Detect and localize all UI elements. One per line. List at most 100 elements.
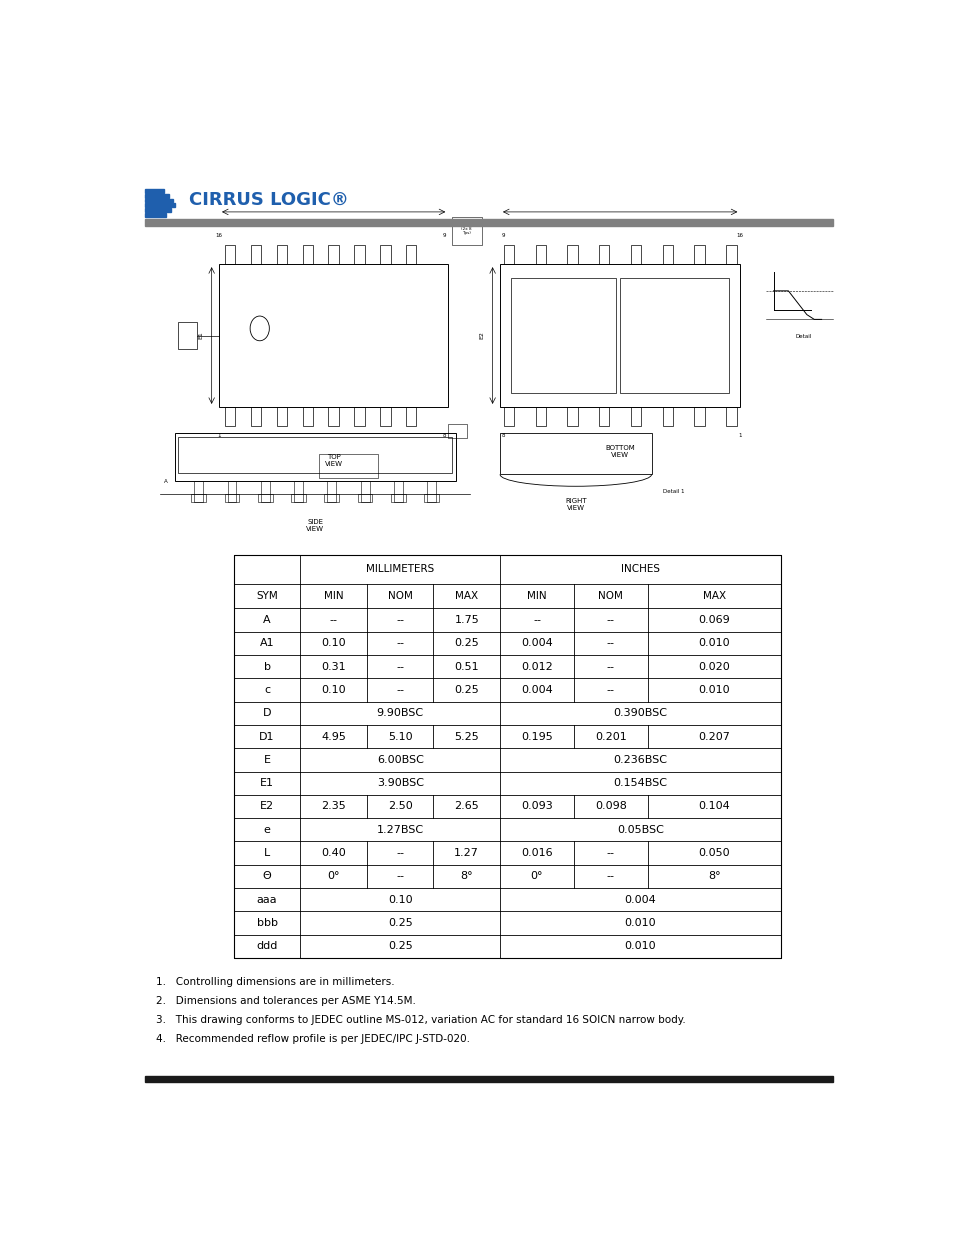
- Text: ddd: ddd: [256, 941, 277, 951]
- Text: MAX: MAX: [702, 592, 725, 601]
- Bar: [225, 406, 235, 426]
- Text: 0.050: 0.050: [698, 848, 729, 858]
- Text: 0.004: 0.004: [520, 638, 553, 648]
- Text: 0.098: 0.098: [595, 802, 626, 811]
- Text: 0.104: 0.104: [698, 802, 730, 811]
- Text: 0°: 0°: [327, 872, 339, 882]
- Bar: [503, 246, 514, 264]
- Text: 0.31: 0.31: [321, 662, 346, 672]
- Text: 9.90BSC: 9.90BSC: [376, 709, 423, 719]
- Text: 4.95: 4.95: [321, 731, 346, 741]
- Text: 9: 9: [501, 232, 505, 237]
- Text: E2: E2: [478, 332, 483, 340]
- Text: 0.51: 0.51: [454, 662, 478, 672]
- Text: (2x 8
Tps): (2x 8 Tps): [461, 227, 472, 235]
- Bar: [406, 406, 416, 426]
- Bar: [327, 482, 335, 501]
- Bar: [174, 433, 456, 482]
- Text: 2.65: 2.65: [454, 802, 478, 811]
- Bar: [257, 494, 273, 501]
- Text: 0.390BSC: 0.390BSC: [613, 709, 667, 719]
- Bar: [145, 204, 174, 207]
- Text: A: A: [263, 615, 271, 625]
- Bar: [598, 246, 609, 264]
- Bar: [145, 189, 163, 193]
- Text: 0.093: 0.093: [520, 802, 553, 811]
- Text: 0.004: 0.004: [520, 685, 553, 695]
- Text: 8°: 8°: [460, 872, 473, 882]
- Bar: [503, 406, 514, 426]
- Bar: [391, 494, 405, 501]
- Bar: [260, 482, 270, 501]
- Text: 1.   Controlling dimensions are in millimeters.: 1. Controlling dimensions are in millime…: [156, 977, 395, 987]
- Text: Detail 1: Detail 1: [662, 489, 683, 494]
- Bar: [380, 406, 390, 426]
- Text: MIN: MIN: [527, 592, 546, 601]
- Bar: [511, 278, 616, 393]
- Text: --: --: [395, 615, 404, 625]
- Text: A: A: [164, 478, 168, 484]
- Text: Detail: Detail: [794, 333, 810, 338]
- Text: 0.012: 0.012: [520, 662, 553, 672]
- Text: D1: D1: [259, 731, 274, 741]
- Text: 0.069: 0.069: [698, 615, 730, 625]
- Text: 0.004: 0.004: [624, 894, 656, 905]
- Text: 5.10: 5.10: [388, 731, 412, 741]
- Text: --: --: [606, 615, 615, 625]
- Bar: [192, 494, 206, 501]
- Text: SYM: SYM: [256, 592, 277, 601]
- Text: 0.05BSC: 0.05BSC: [617, 825, 663, 835]
- Bar: [219, 264, 448, 406]
- Bar: [145, 199, 173, 203]
- Text: --: --: [606, 872, 615, 882]
- Bar: [194, 482, 203, 501]
- Bar: [145, 1077, 832, 1082]
- Text: --: --: [395, 848, 404, 858]
- Text: --: --: [606, 662, 615, 672]
- Text: 0.010: 0.010: [698, 685, 729, 695]
- Text: L: L: [264, 848, 270, 858]
- Text: 1: 1: [738, 433, 741, 438]
- Text: --: --: [533, 615, 540, 625]
- Bar: [452, 216, 481, 246]
- Text: NOM: NOM: [387, 592, 413, 601]
- Text: 0.25: 0.25: [454, 685, 478, 695]
- Bar: [694, 406, 704, 426]
- Text: 0.010: 0.010: [698, 638, 729, 648]
- Bar: [567, 406, 577, 426]
- Bar: [225, 246, 235, 264]
- Text: c: c: [264, 685, 270, 695]
- Text: 0.010: 0.010: [624, 941, 656, 951]
- Bar: [294, 482, 303, 501]
- Text: 1.27BSC: 1.27BSC: [376, 825, 423, 835]
- Text: 0.236BSC: 0.236BSC: [613, 755, 667, 764]
- Bar: [251, 406, 261, 426]
- Text: Θ: Θ: [262, 872, 272, 882]
- Text: 0.154BSC: 0.154BSC: [613, 778, 667, 788]
- Bar: [178, 437, 452, 473]
- Text: bbb: bbb: [256, 918, 277, 927]
- Text: MIN: MIN: [323, 592, 343, 601]
- Bar: [178, 322, 196, 348]
- Text: E2: E2: [260, 802, 274, 811]
- Text: 0.195: 0.195: [520, 731, 553, 741]
- Text: CIRRUS LOGIC®: CIRRUS LOGIC®: [190, 190, 349, 209]
- Text: 2.35: 2.35: [321, 802, 346, 811]
- Bar: [354, 246, 364, 264]
- Text: SIDE
VIEW: SIDE VIEW: [306, 519, 324, 532]
- Bar: [662, 406, 672, 426]
- Text: 8°: 8°: [707, 872, 720, 882]
- Text: 0°: 0°: [530, 872, 542, 882]
- Bar: [694, 246, 704, 264]
- Bar: [394, 482, 402, 501]
- Text: --: --: [395, 638, 404, 648]
- Bar: [233, 556, 781, 958]
- Bar: [276, 246, 287, 264]
- Bar: [535, 246, 545, 264]
- Text: --: --: [395, 662, 404, 672]
- Bar: [145, 212, 166, 216]
- Bar: [448, 424, 466, 438]
- Bar: [725, 246, 736, 264]
- Text: b: b: [263, 662, 271, 672]
- Text: --: --: [606, 638, 615, 648]
